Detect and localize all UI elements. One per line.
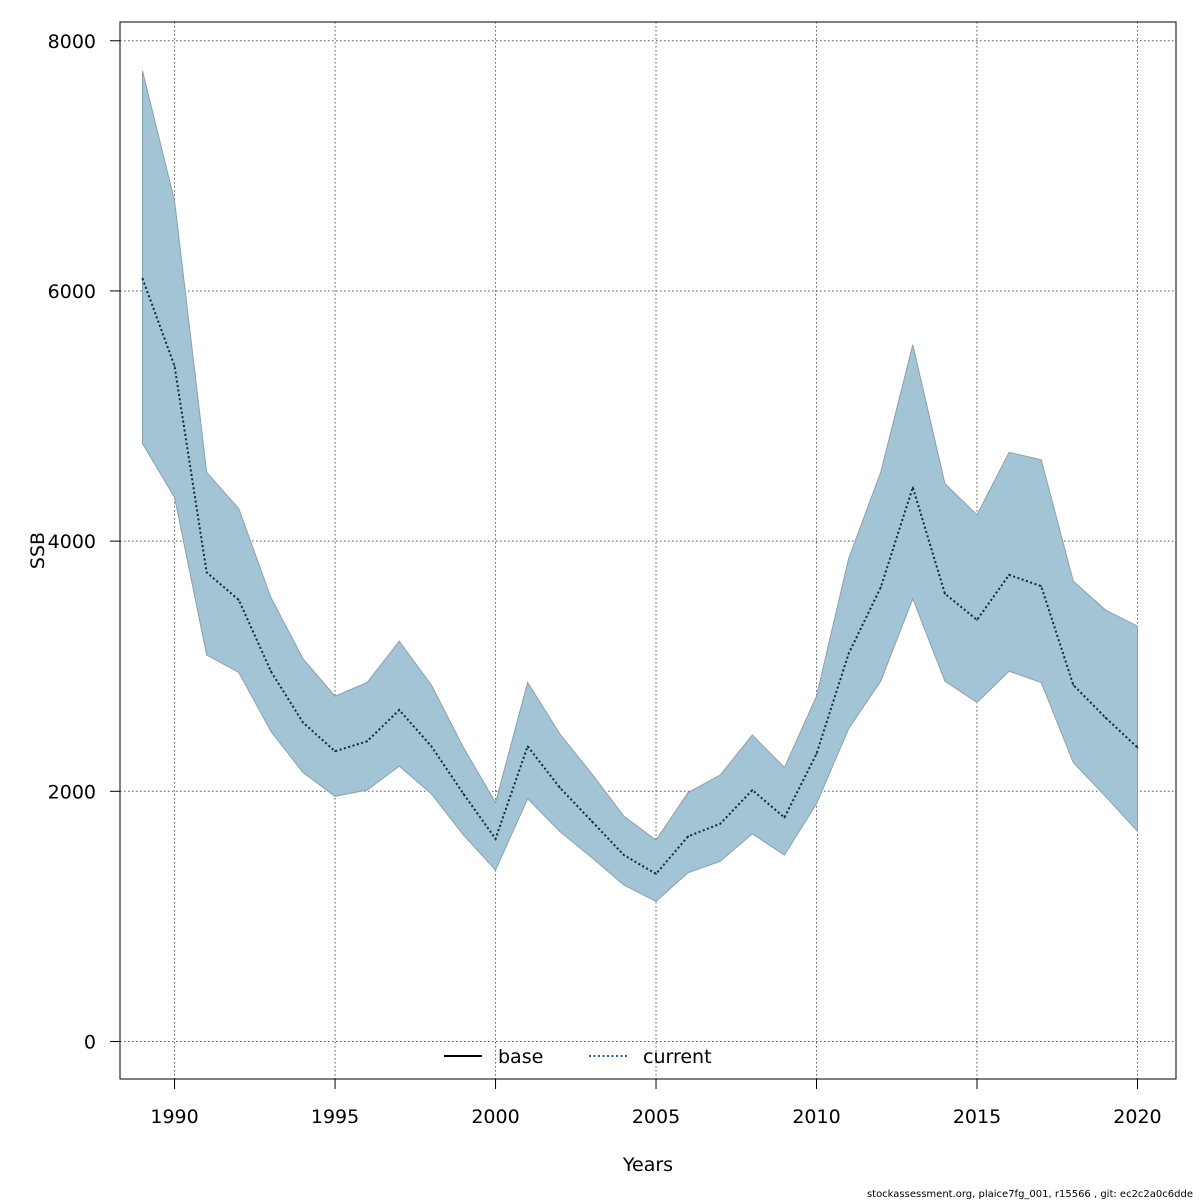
y-tick-label-0: 0 xyxy=(84,1031,96,1053)
data-point-current-2019 xyxy=(1104,716,1107,719)
legend-label-current: current xyxy=(643,1046,712,1068)
footer-note: stockassessment.org, plaice7fg_001, r155… xyxy=(867,1189,1193,1200)
y-tick-label-4000: 4000 xyxy=(48,531,96,553)
data-point-current-2018 xyxy=(1072,684,1075,686)
series-line-current xyxy=(141,278,1139,876)
x-tick-label-2020: 2020 xyxy=(1113,1106,1161,1128)
y-tick-label-8000: 8000 xyxy=(48,31,96,53)
data-point-current-1999 xyxy=(462,792,465,795)
data-point-current-2005 xyxy=(655,873,657,875)
axes: 1990 1995 2000 2005 2010 2015 2020 0 2000 4000 600… xyxy=(48,31,1162,1128)
data-point-current-2016 xyxy=(1008,574,1010,576)
data-point-current-1998 xyxy=(430,745,433,748)
x-tick-label-1990: 1990 xyxy=(150,1106,198,1128)
data-point-current-2011 xyxy=(847,652,850,655)
data-point-current-2014 xyxy=(944,592,946,595)
data-point-current-2015 xyxy=(976,619,978,621)
y-tick-label-2000: 2000 xyxy=(48,781,96,803)
x-tick-label-1995: 1995 xyxy=(311,1106,359,1128)
data-point-current-2012 xyxy=(879,586,882,589)
plot-frame xyxy=(119,21,1177,1080)
data-point-current-1989 xyxy=(141,277,144,280)
data-point-current-2013 xyxy=(912,486,914,489)
x-tick-label-2010: 2010 xyxy=(792,1106,840,1128)
data-point-current-2001 xyxy=(526,745,529,748)
confidence-bands xyxy=(141,70,1138,902)
series-lines xyxy=(141,277,1139,876)
data-point-current-1994 xyxy=(302,721,304,724)
data-point-current-1990 xyxy=(173,365,176,367)
data-point-current-1996 xyxy=(366,740,368,743)
data-point-current-1993 xyxy=(270,670,272,673)
data-point-current-2017 xyxy=(1040,585,1042,587)
data-point-current-1991 xyxy=(205,571,208,574)
y-axis-title: SSB xyxy=(27,532,49,569)
data-point-current-1995 xyxy=(334,750,336,753)
legend: base current xyxy=(444,1046,712,1068)
y-tick-label-6000: 6000 xyxy=(48,281,96,303)
data-point-current-2008 xyxy=(751,789,754,791)
legend-label-base: base xyxy=(498,1046,543,1068)
data-point-current-1997 xyxy=(398,709,401,711)
x-tick-label-2005: 2005 xyxy=(632,1106,680,1128)
data-point-current-2009 xyxy=(783,816,786,819)
x-tick-label-2015: 2015 xyxy=(953,1106,1001,1128)
x-axis-title: Years xyxy=(622,1154,673,1176)
confidence-band-current xyxy=(141,70,1138,902)
data-point-current-2002 xyxy=(558,786,561,789)
data-point-current-2020 xyxy=(1136,746,1139,749)
data-point-current-2007 xyxy=(719,823,722,825)
data-point-current-2006 xyxy=(687,835,689,838)
data-point-current-1992 xyxy=(237,599,240,601)
data-point-current-2004 xyxy=(623,854,625,856)
data-point-current-2000 xyxy=(494,838,497,840)
data-point-current-2010 xyxy=(815,752,818,755)
data-point-current-2003 xyxy=(591,820,593,823)
x-tick-label-2000: 2000 xyxy=(471,1106,519,1128)
